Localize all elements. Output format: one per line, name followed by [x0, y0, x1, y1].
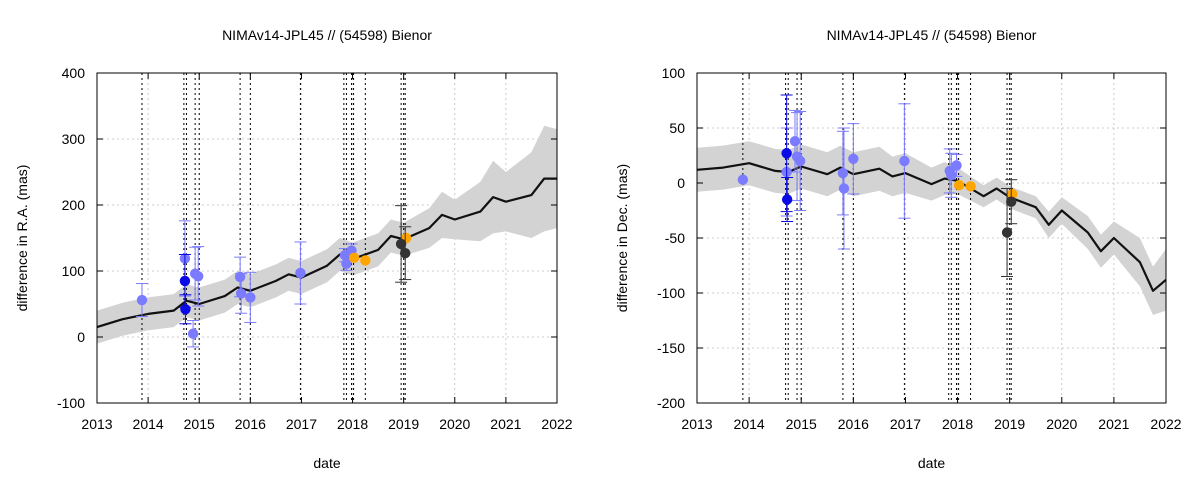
data-point	[235, 288, 247, 299]
data-point	[737, 174, 749, 185]
x-tick-label: 2022	[541, 416, 572, 432]
chart-panel-1: 2013 2014 2015 2016 2017 2018 2019 2020 2021 2022…	[14, 27, 573, 471]
series-4	[1001, 179, 1018, 277]
data-point	[400, 247, 411, 259]
y-tick-label: 50	[669, 120, 685, 136]
data-point	[341, 258, 352, 269]
y-tick-label: -150	[657, 340, 685, 356]
data-point	[348, 252, 360, 263]
data-point	[838, 183, 850, 194]
x-tick-label: 2013	[81, 416, 112, 432]
series-2	[178, 254, 192, 325]
data-point	[953, 180, 965, 191]
y-tick-label: -50	[665, 230, 685, 246]
data-point	[946, 170, 957, 181]
series-2	[780, 94, 794, 222]
y-tick-label: 0	[677, 175, 685, 191]
x-tick-label: 2015	[786, 416, 817, 432]
series-1	[135, 220, 358, 348]
plot-frame	[96, 72, 558, 404]
x-tick-label: 2016	[235, 416, 266, 432]
y-tick-label: -100	[657, 285, 685, 301]
y-axis-label: difference in Dec. (mas)	[614, 164, 630, 312]
series-1	[737, 103, 963, 250]
data-point	[360, 255, 371, 266]
data-point	[234, 271, 246, 283]
x-tick-label: 2020	[439, 416, 470, 432]
y-tick-label: 100	[662, 65, 686, 81]
data-point	[781, 148, 792, 159]
x-tick-label: 2018	[337, 416, 368, 432]
data-point	[136, 294, 148, 306]
x-axis-label: date	[918, 455, 945, 471]
x-tick-label: 2019	[994, 416, 1025, 432]
data-point	[187, 328, 199, 339]
data-point	[193, 271, 204, 282]
ephemeris-line	[696, 162, 1167, 292]
data-point	[395, 238, 407, 250]
y-tick-label: -100	[57, 395, 85, 411]
x-tick-label: 2022	[1150, 416, 1181, 432]
x-tick-label: 2014	[133, 416, 164, 432]
x-axis-label: date	[313, 455, 340, 471]
y-tick-label: 400	[62, 65, 86, 81]
y-tick-label: -200	[657, 395, 685, 411]
x-tick-label: 2021	[1098, 416, 1129, 432]
chart-title: NIMAv14-JPL45 // (54598) Bienor	[827, 27, 1037, 43]
chart-panel-2: 2013 2014 2015 2016 2017 2018 2019 2020 2021 2022…	[614, 27, 1182, 471]
x-tick-label: 2017	[286, 416, 317, 432]
data-point	[781, 194, 793, 205]
data-point	[965, 181, 976, 192]
x-tick-label: 2020	[1046, 416, 1077, 432]
data-point	[794, 155, 806, 167]
data-point	[837, 167, 849, 179]
x-tick-label: 2013	[681, 416, 712, 432]
chart-title: NIMAv14-JPL45 // (54598) Bienor	[222, 27, 432, 43]
data-point	[179, 275, 191, 287]
x-tick-label: 2016	[838, 416, 869, 432]
data-point	[899, 155, 910, 167]
x-tick-label: 2021	[490, 416, 521, 432]
data-point	[951, 160, 962, 171]
data-point	[789, 136, 801, 147]
x-tick-label: 2014	[734, 416, 765, 432]
data-point	[848, 153, 859, 164]
y-tick-label: 0	[77, 329, 85, 345]
data-point	[295, 267, 306, 279]
x-tick-label: 2017	[890, 416, 921, 432]
uncertainty-band	[697, 141, 1166, 315]
data-point	[1001, 227, 1013, 238]
uncertainty-band	[97, 125, 557, 344]
data-point	[245, 292, 256, 303]
y-axis-label: difference in R.A. (mas)	[14, 165, 30, 312]
series-4	[395, 205, 412, 283]
data-point	[1007, 188, 1018, 200]
y-tick-label: 300	[62, 131, 86, 147]
x-tick-label: 2018	[942, 416, 973, 432]
y-tick-label: 200	[62, 197, 86, 213]
series-3	[953, 180, 1018, 200]
data-point	[1006, 196, 1017, 207]
x-tick-label: 2019	[388, 416, 419, 432]
x-tick-label: 2015	[184, 416, 215, 432]
y-tick-label: 100	[62, 263, 86, 279]
data-point	[180, 304, 191, 315]
